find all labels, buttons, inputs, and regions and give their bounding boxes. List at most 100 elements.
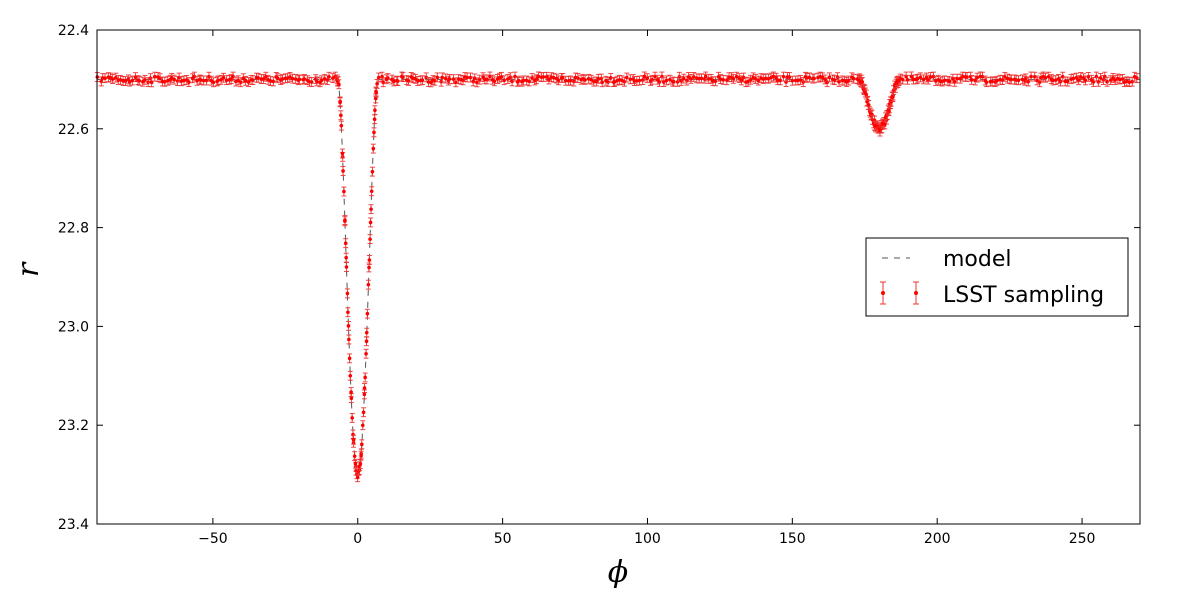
- sampling-point: [491, 76, 497, 87]
- sampling-point: [641, 71, 647, 82]
- y-tick-label: 23.2: [58, 418, 89, 434]
- sampling-point: [1070, 73, 1076, 84]
- x-axis-ticks: −50 0 50 100 150 200 250: [198, 30, 1095, 547]
- sampling-point: [599, 77, 605, 88]
- x-axis-label: ϕ: [608, 555, 628, 590]
- sampling-point: [910, 74, 916, 85]
- sampling-point: [738, 75, 744, 86]
- sampling-point: [117, 74, 123, 85]
- sampling-point: [220, 72, 226, 83]
- sampling-point: [369, 186, 375, 197]
- sampling-point: [434, 72, 440, 83]
- sampling-point: [332, 71, 338, 82]
- sampling-point: [681, 73, 687, 84]
- y-axis-label: r: [11, 261, 46, 277]
- sampling-point: [142, 74, 148, 85]
- sampling-point: [533, 74, 539, 85]
- sampling-point: [255, 72, 261, 83]
- sampling-point: [374, 79, 380, 89]
- sampling-point: [319, 75, 325, 86]
- sampling-point: [773, 72, 779, 83]
- sampling-point: [351, 434, 357, 445]
- sampling-point: [366, 262, 372, 273]
- sampling-point: [969, 74, 975, 85]
- sampling-point: [136, 75, 142, 86]
- sampling-point: [263, 71, 269, 82]
- sampling-point: [1121, 77, 1127, 88]
- sampling-point: [314, 76, 320, 87]
- sampling-point: [245, 77, 251, 87]
- y-axis-ticks: 22.4 22.6 22.8 23.0 23.2 23.4: [58, 23, 1140, 533]
- sampling-point: [806, 72, 812, 83]
- sampling-point: [983, 77, 989, 88]
- sampling-point: [419, 75, 425, 86]
- sampling-point: [322, 73, 328, 84]
- sampling-point: [287, 71, 293, 82]
- sampling-point: [636, 75, 642, 86]
- sampling-point: [950, 73, 956, 84]
- sampling-point: [1134, 73, 1140, 83]
- sampling-point: [688, 73, 694, 84]
- sampling-point: [198, 75, 204, 85]
- sampling-point: [905, 74, 911, 85]
- y-tick-label: 23.0: [58, 319, 89, 335]
- sampling-point: [218, 74, 224, 85]
- sampling-point: [345, 307, 351, 318]
- sampling-point: [368, 217, 374, 228]
- sampling-point: [235, 75, 241, 86]
- legend-box: [865, 237, 1129, 317]
- sampling-point: [1046, 71, 1052, 82]
- sampling-point: [228, 74, 234, 84]
- x-tick-label: 100: [634, 531, 661, 547]
- legend: model LSST sampling: [865, 237, 1129, 317]
- sampling-point: [206, 71, 212, 82]
- sampling-point: [113, 72, 119, 83]
- sampling-point: [624, 72, 630, 83]
- sampling-point: [819, 72, 825, 83]
- sampling-point: [555, 75, 561, 86]
- sampling-point: [361, 407, 367, 418]
- sampling-point: [268, 76, 274, 86]
- sampling-point: [720, 74, 726, 85]
- x-tick-label: 250: [1069, 531, 1096, 547]
- sampling-point: [367, 234, 373, 245]
- sampling-point: [817, 71, 823, 82]
- sampling-point: [652, 71, 658, 82]
- sampling-point: [191, 71, 197, 82]
- sampling-point: [521, 75, 527, 86]
- sampling-point: [535, 71, 541, 82]
- sampling-point: [755, 75, 761, 86]
- sampling-point: [992, 77, 998, 87]
- sampling-point: [365, 279, 371, 290]
- y-tick-label: 22.6: [58, 122, 89, 138]
- sampling-point: [358, 450, 364, 461]
- sampling-point: [395, 76, 401, 87]
- sampling-point: [872, 115, 878, 126]
- sampling-point: [748, 74, 754, 85]
- sampling-point: [171, 74, 177, 85]
- sampling-point: [753, 74, 759, 84]
- sampling-point: [551, 72, 557, 83]
- sampling-point: [593, 76, 599, 87]
- sampling-point: [400, 72, 406, 83]
- sampling-point: [1126, 77, 1132, 88]
- sampling-point: [279, 74, 285, 84]
- sampling-point: [226, 74, 232, 85]
- x-tick-label: 50: [494, 531, 512, 547]
- sampling-point: [363, 348, 369, 359]
- sampling-point: [162, 76, 168, 87]
- sampling-point: [501, 75, 507, 86]
- legend-sampling-swatch: [880, 281, 919, 305]
- sampling-point: [149, 77, 155, 88]
- sampling-point: [346, 334, 352, 345]
- sampling-point: [925, 74, 931, 85]
- sampling-point: [734, 71, 740, 82]
- sampling-point: [380, 77, 386, 88]
- sampling-point: [370, 143, 376, 154]
- sampling-point: [915, 73, 921, 84]
- sampling-point: [450, 74, 456, 85]
- y-tick-label: 22.4: [58, 23, 89, 39]
- x-tick-label: 200: [924, 531, 951, 547]
- sampling-point: [836, 76, 842, 87]
